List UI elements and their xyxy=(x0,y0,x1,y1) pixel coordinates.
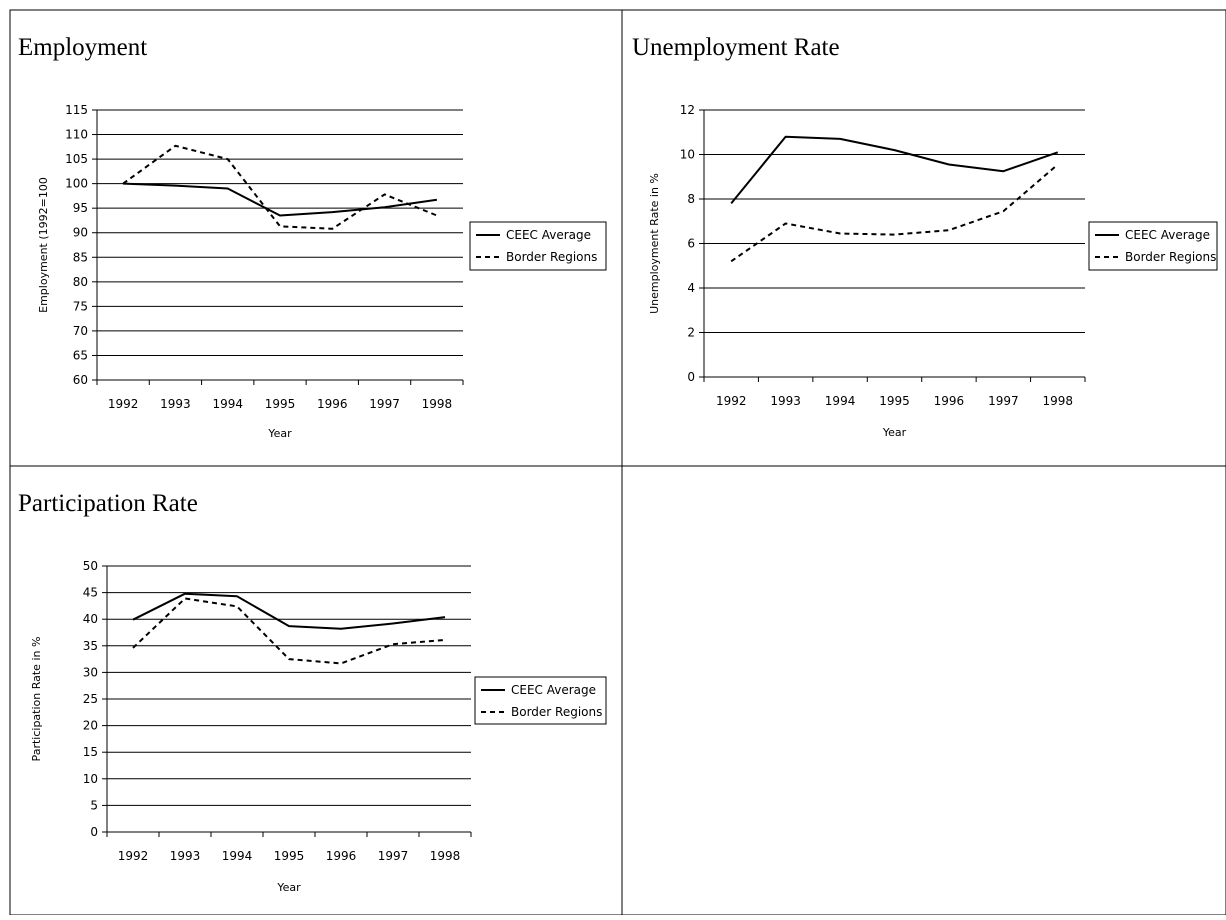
y-tick-label: 105 xyxy=(65,152,88,166)
y-tick-label: 0 xyxy=(90,825,98,839)
y-tick-label: 90 xyxy=(73,226,88,240)
y-tick-label: 70 xyxy=(73,324,88,338)
y-tick-label: 10 xyxy=(680,148,695,162)
y-tick-label: 45 xyxy=(83,586,98,600)
x-tick-label: 1996 xyxy=(934,394,965,408)
y-tick-label: 40 xyxy=(83,612,98,626)
series-line-ceec-average xyxy=(132,592,446,630)
x-tick-label: 1997 xyxy=(378,849,409,863)
chart-title: Employment xyxy=(18,34,148,61)
y-tick-label: 50 xyxy=(83,559,98,573)
x-tick-label: 1993 xyxy=(160,397,191,411)
series-line-border-regions xyxy=(132,597,446,665)
x-tick-label: 1992 xyxy=(108,397,139,411)
x-tick-label: 1998 xyxy=(422,397,453,411)
y-tick-label: 25 xyxy=(83,692,98,706)
x-tick-label: 1996 xyxy=(326,849,357,863)
x-tick-label: 1997 xyxy=(988,394,1019,408)
y-tick-label: 2 xyxy=(687,326,695,340)
y-tick-label: 12 xyxy=(680,103,695,117)
x-tick-label: 1996 xyxy=(317,397,348,411)
y-tick-label: 60 xyxy=(73,373,88,387)
x-axis-label: Year xyxy=(276,881,301,894)
x-tick-label: 1995 xyxy=(274,849,305,863)
x-tick-label: 1994 xyxy=(222,849,253,863)
x-tick-label: 1993 xyxy=(170,849,201,863)
chart-title: Participation Rate xyxy=(18,490,198,517)
y-tick-label: 6 xyxy=(687,237,695,251)
y-tick-label: 100 xyxy=(65,177,88,191)
x-tick-label: 1994 xyxy=(212,397,243,411)
legend-label: Border Regions xyxy=(1125,250,1216,264)
y-tick-label: 115 xyxy=(65,103,88,117)
legend-label: CEEC Average xyxy=(511,683,596,697)
y-tick-label: 8 xyxy=(687,192,695,206)
panel-grid-border xyxy=(9,9,1226,915)
x-tick-label: 1997 xyxy=(369,397,400,411)
y-tick-label: 80 xyxy=(73,275,88,289)
legend-label: Border Regions xyxy=(506,250,597,264)
legend-label: CEEC Average xyxy=(1125,228,1210,242)
y-tick-label: 30 xyxy=(83,665,98,679)
y-tick-label: 10 xyxy=(83,772,98,786)
y-tick-label: 110 xyxy=(65,128,88,142)
y-tick-label: 5 xyxy=(90,798,98,812)
y-tick-label: 0 xyxy=(687,370,695,384)
y-axis-label: Employment (1992=100 xyxy=(37,177,50,313)
series-line-border-regions xyxy=(122,144,438,230)
legend-label: CEEC Average xyxy=(506,228,591,242)
employment-panel: Employment 60 65 70 75 80 85 90 95 100 105 110 115 1… xyxy=(10,10,622,466)
series-line-border-regions xyxy=(730,163,1059,263)
legend-box xyxy=(474,676,607,725)
employment-chart: 60 65 70 75 80 85 90 95 100 105 110 115 1992 1993 1994… xyxy=(37,103,607,440)
x-tick-label: 1995 xyxy=(879,394,910,408)
y-tick-label: 4 xyxy=(687,281,695,295)
y-axis-label: Unemployment Rate in % xyxy=(648,173,661,314)
y-axis-label: Participation Rate in % xyxy=(30,637,43,762)
y-tick-label: 35 xyxy=(83,639,98,653)
series-line-ceec-average xyxy=(730,135,1059,205)
y-tick-label: 95 xyxy=(73,201,88,215)
participation-rate-panel: Participation Rate 0 5 10 15 20 25 30 35 40 45 50 1… xyxy=(10,466,622,915)
unemployment-rate-chart: 0 2 4 6 8 10 12 1992 1993 1994 1995 1996 1997 1998 Yea… xyxy=(648,103,1218,439)
x-tick-label: 1998 xyxy=(1043,394,1074,408)
x-tick-label: 1995 xyxy=(265,397,296,411)
x-tick-label: 1993 xyxy=(770,394,801,408)
x-tick-label: 1992 xyxy=(716,394,747,408)
y-tick-label: 85 xyxy=(73,250,88,264)
y-tick-label: 20 xyxy=(83,719,98,733)
x-tick-label: 1994 xyxy=(825,394,856,408)
y-tick-label: 75 xyxy=(73,299,88,313)
legend-box xyxy=(1088,221,1218,271)
chart-title: Unemployment Rate xyxy=(632,34,840,61)
y-tick-label: 15 xyxy=(83,745,98,759)
x-tick-label: 1998 xyxy=(430,849,461,863)
legend-label: Border Regions xyxy=(511,705,602,719)
legend-box xyxy=(469,221,607,271)
x-axis-label: Year xyxy=(267,427,292,440)
unemployment-rate-panel: Unemployment Rate 0 2 4 6 8 10 12 1992 1993 1994 1… xyxy=(622,10,1226,466)
x-axis-label: Year xyxy=(882,426,907,439)
x-tick-label: 1992 xyxy=(118,849,149,863)
series-line-ceec-average xyxy=(123,182,438,217)
y-tick-label: 65 xyxy=(73,348,88,362)
participation-rate-chart: 0 5 10 15 20 25 30 35 40 45 50 1992 1993 1994 1995 1996… xyxy=(30,559,607,894)
